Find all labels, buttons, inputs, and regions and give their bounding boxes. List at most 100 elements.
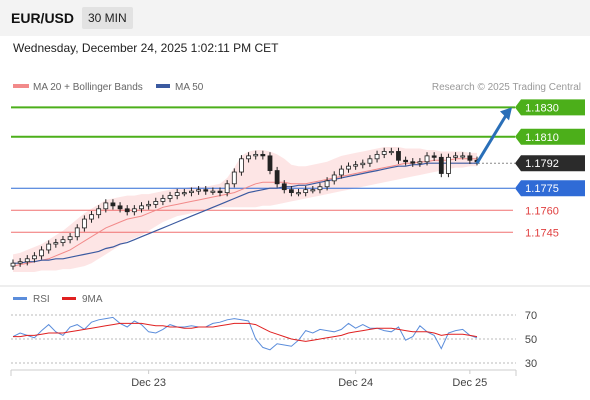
x-tick-label: Dec 23 <box>131 377 166 389</box>
ma50-legend-swatch <box>156 84 170 88</box>
candle <box>353 161 359 170</box>
candle <box>210 187 216 195</box>
candle-body <box>267 155 273 171</box>
candle <box>303 186 309 197</box>
rsi-legend-label: RSI <box>33 294 50 305</box>
candle <box>146 200 152 210</box>
candle <box>424 152 430 166</box>
candle <box>103 199 109 213</box>
bollinger-band <box>13 147 477 272</box>
candle <box>446 153 451 178</box>
candle-body <box>131 208 137 213</box>
moving-average-layer <box>12 158 477 267</box>
candle-body <box>139 205 144 210</box>
level-badge-1-1810 <box>515 128 585 145</box>
candle <box>67 233 73 244</box>
projection-arrow-shaft <box>475 114 508 164</box>
candle-body <box>467 155 473 161</box>
candle-body <box>196 189 202 192</box>
level-label-1-1810: 1.1810 <box>525 132 559 144</box>
candle <box>117 202 123 213</box>
level-label-1-1745: 1.1745 <box>525 227 559 239</box>
level-label-1-1775: 1.1775 <box>525 183 559 195</box>
candle-body <box>446 156 451 174</box>
candle <box>274 166 280 188</box>
candle <box>96 205 102 219</box>
rsi-ma-legend-label: 9MA <box>82 294 103 305</box>
candle-body <box>67 236 73 241</box>
candle-body <box>360 162 366 166</box>
symbol-label: EUR/USD <box>11 10 75 26</box>
candle <box>338 165 344 179</box>
candle <box>32 252 37 263</box>
candle-body <box>310 189 316 192</box>
candle <box>246 152 251 163</box>
level-badge-1-1792 <box>515 155 585 172</box>
candle-body <box>367 158 373 164</box>
candle-body <box>53 242 59 245</box>
candle <box>167 191 173 203</box>
projection-arrow-layer <box>475 107 512 164</box>
candle-body <box>396 151 401 161</box>
candle <box>10 259 16 270</box>
candle <box>74 224 80 241</box>
candle <box>46 240 52 254</box>
ma20-legend-label: MA 20 + Bollinger Bands <box>33 82 143 93</box>
candle-body <box>453 155 458 158</box>
candle <box>217 187 223 197</box>
candle-body <box>189 190 194 194</box>
candle-body <box>181 192 187 195</box>
level-badge-layer: 1.1830 1.1810 1.1792 1.1775 1.1760 1.1745 <box>515 99 585 239</box>
candle <box>124 205 130 216</box>
candle-body <box>160 198 166 202</box>
candle-body <box>239 158 244 173</box>
timeframe-button[interactable]: 30 MIN <box>82 7 133 29</box>
candle <box>346 162 351 173</box>
candle-body <box>381 151 387 155</box>
candle-body <box>317 186 323 191</box>
candle-body <box>281 183 287 191</box>
level-label-1-1830: 1.1830 <box>525 102 559 114</box>
x-tick-label: Dec 24 <box>338 377 373 389</box>
candle-body <box>117 205 123 210</box>
level-badge-1-1830 <box>515 99 585 116</box>
ma50-legend-label: MA 50 <box>175 82 204 93</box>
candle-body <box>253 153 259 157</box>
candle-body <box>24 258 30 263</box>
source-note: Research © 2025 Trading Central <box>432 82 581 93</box>
rsi-legend: RSI 9MA <box>13 294 103 305</box>
candle-body <box>417 161 423 164</box>
candle-body <box>460 155 466 158</box>
candle <box>324 177 330 191</box>
level-badge-1-1775 <box>515 180 585 197</box>
candle <box>388 147 394 156</box>
candle <box>153 197 159 209</box>
candle-body <box>338 168 344 176</box>
price-legend: MA 20 + Bollinger Bands MA 50 Research ©… <box>13 82 581 93</box>
candle-body <box>110 202 116 207</box>
candle <box>396 147 401 164</box>
ma20-line <box>12 158 477 267</box>
candle <box>17 258 23 267</box>
level-label-1-1760: 1.1760 <box>525 205 559 217</box>
candle <box>367 155 373 167</box>
candle <box>189 187 194 197</box>
candle-body <box>424 155 430 163</box>
candle <box>81 215 87 232</box>
candle <box>181 188 187 197</box>
candle <box>110 199 116 210</box>
candle-body <box>124 208 130 213</box>
rsi-tick-50: 50 <box>525 334 537 346</box>
candle-body <box>39 249 44 257</box>
candle-body <box>331 174 337 182</box>
projection-arrow-head <box>500 107 512 121</box>
level-label-1-1792: 1.1792 <box>525 158 559 170</box>
candle-body <box>60 239 66 243</box>
candle <box>53 238 59 248</box>
candle-body <box>410 161 416 164</box>
candle-body <box>153 201 159 205</box>
candle-body <box>96 208 102 216</box>
rsi-line <box>12 316 478 351</box>
x-tick-label: Dec 25 <box>452 377 487 389</box>
